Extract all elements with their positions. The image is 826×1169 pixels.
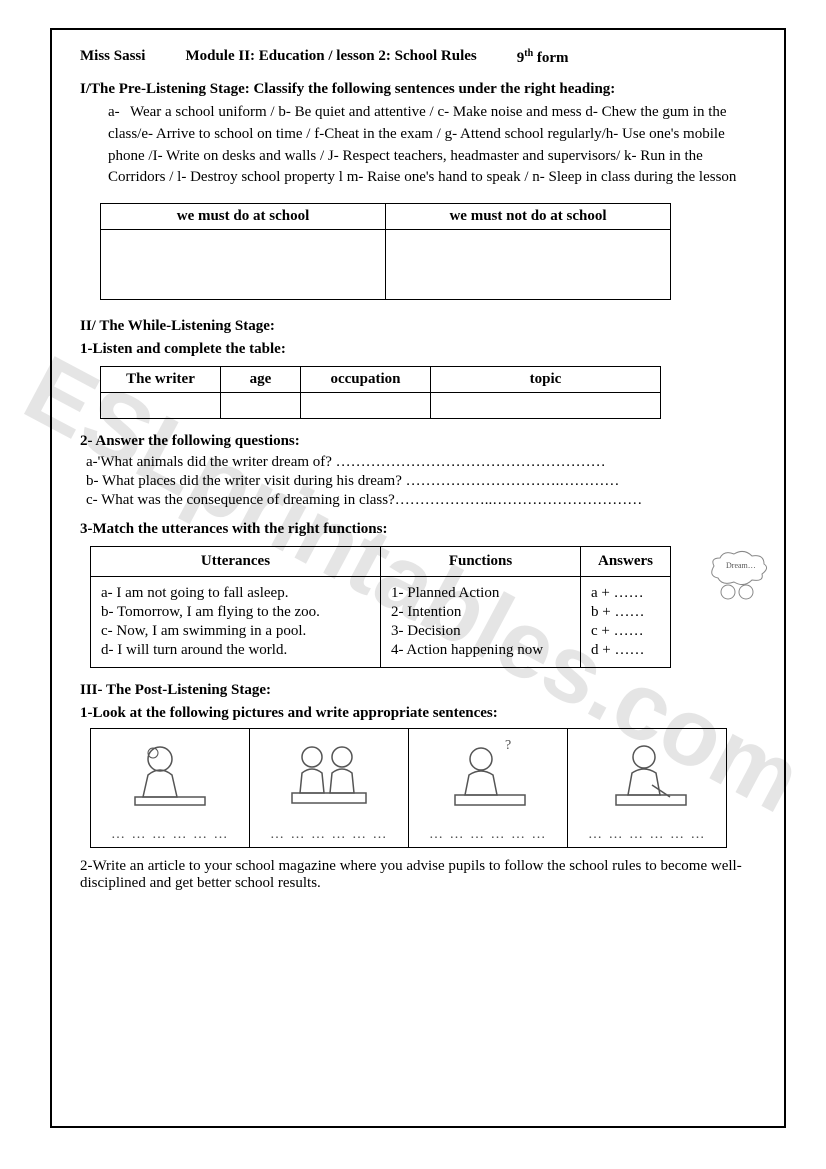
section3-sub1: 1-Look at the following pictures and wri…: [80, 705, 762, 722]
form-level: 9th form: [517, 48, 569, 67]
section2-sub3: 3-Match the utterances with the right fu…: [80, 521, 762, 538]
header-row: Miss Sassi Module II: Education / lesson…: [80, 48, 762, 67]
dream-cloud-icon: Dream…: [704, 548, 774, 608]
classify-table: we must do at school we must not do at s…: [100, 203, 671, 300]
student-sketch-icon: [115, 735, 225, 813]
lt-h3: occupation: [301, 367, 431, 393]
svg-text:?: ?: [505, 738, 511, 753]
document-frame: Miss Sassi Module II: Education / lesson…: [50, 28, 786, 1128]
answer-a: a + ……: [591, 585, 660, 602]
section3-title: III- The Post-Listening Stage:: [80, 682, 762, 699]
module-title: Module II: Education / lesson 2: School …: [185, 48, 476, 67]
form-word: form: [537, 50, 569, 66]
section2-title: II/ The While-Listening Stage:: [80, 318, 762, 335]
picture-cell-3: ? … … … … … …: [408, 728, 568, 848]
student-writing-icon: [592, 735, 702, 813]
lt-h1: The writer: [101, 367, 221, 393]
answer-d: d + ……: [591, 642, 660, 659]
items-text: Wear a school uniform / b- Be quiet and …: [108, 104, 736, 185]
answer-c: c + ……: [591, 623, 660, 640]
section2-sub1: 1-Listen and complete the table:: [80, 341, 762, 358]
classify-col2-header: we must not do at school: [386, 204, 671, 230]
mt-functions-cell: 1- Planned Action 2- Intention 3- Decisi…: [381, 577, 581, 668]
picture-cell-4: … … … … … …: [567, 728, 727, 848]
utterance-b: b- Tomorrow, I am flying to the zoo.: [101, 604, 370, 621]
lt-h4: topic: [431, 367, 661, 393]
section3-sub2-text: 2-Write an article to your school magazi…: [80, 858, 742, 891]
lt-h2: age: [221, 367, 301, 393]
dream-badge: Dream…: [704, 548, 774, 608]
pic3-dots: … … … … … …: [429, 827, 547, 843]
teacher-name: Miss Sassi: [80, 48, 145, 67]
section3-sub2: 2-Write an article to your school magazi…: [80, 858, 762, 892]
item-prefix: a-: [108, 102, 130, 124]
pic2-dots: … … … … … …: [270, 827, 388, 843]
picture-cell-1: … … … … … …: [90, 728, 250, 848]
lt-cell-writer[interactable]: [101, 393, 221, 419]
function-4: 4- Action happening now: [391, 642, 570, 659]
mt-answers-cell[interactable]: a + …… b + …… c + …… d + ……: [581, 577, 671, 668]
utterance-d: d- I will turn around the world.: [101, 642, 370, 659]
function-1: 1- Planned Action: [391, 585, 570, 602]
mt-utterances-cell: a- I am not going to fall asleep. b- Tom…: [91, 577, 381, 668]
lt-cell-age[interactable]: [221, 393, 301, 419]
match-table: Utterances Functions Answers a- I am not…: [90, 546, 671, 668]
section2-sub2: 2- Answer the following questions:: [80, 433, 762, 450]
pic1-dots: … … … … … …: [111, 827, 229, 843]
lt-cell-occupation[interactable]: [301, 393, 431, 419]
mt-head-answers: Answers: [581, 547, 671, 577]
section1-title: I/The Pre-Listening Stage: Classify the …: [80, 81, 762, 98]
pic4-dots: … … … … … …: [588, 827, 706, 843]
utterance-a: a- I am not going to fall asleep.: [101, 585, 370, 602]
mt-head-functions: Functions: [381, 547, 581, 577]
dream-label: Dream…: [726, 561, 756, 570]
mt-head-utterances: Utterances: [91, 547, 381, 577]
listen-table: The writer age occupation topic: [100, 366, 661, 419]
answer-b: b + ……: [591, 604, 660, 621]
function-3: 3- Decision: [391, 623, 570, 640]
classify-col1-header: we must do at school: [101, 204, 386, 230]
picture-cell-2: … … … … … …: [249, 728, 409, 848]
function-2: 2- Intention: [391, 604, 570, 621]
classify-cell-must[interactable]: [101, 230, 386, 300]
question-a: a-'What animals did the writer dream of?…: [86, 454, 762, 471]
page: ESLprintables.com Miss Sassi Module II: …: [0, 0, 826, 1169]
classify-cell-mustnot[interactable]: [386, 230, 671, 300]
question-c: c- What was the consequence of dreaming …: [86, 492, 762, 509]
utterance-c: c- Now, I am swimming in a pool.: [101, 623, 370, 640]
section1-items: a-Wear a school uniform / b- Be quiet an…: [108, 102, 762, 189]
picture-row: … … … … … … … … … … … … ?: [90, 728, 762, 848]
form-ordinal: th: [524, 48, 533, 59]
student-thinking-icon: ?: [433, 735, 543, 813]
lt-cell-topic[interactable]: [431, 393, 661, 419]
question-b: b- What places did the writer visit duri…: [86, 473, 762, 490]
students-pair-icon: [274, 735, 384, 813]
